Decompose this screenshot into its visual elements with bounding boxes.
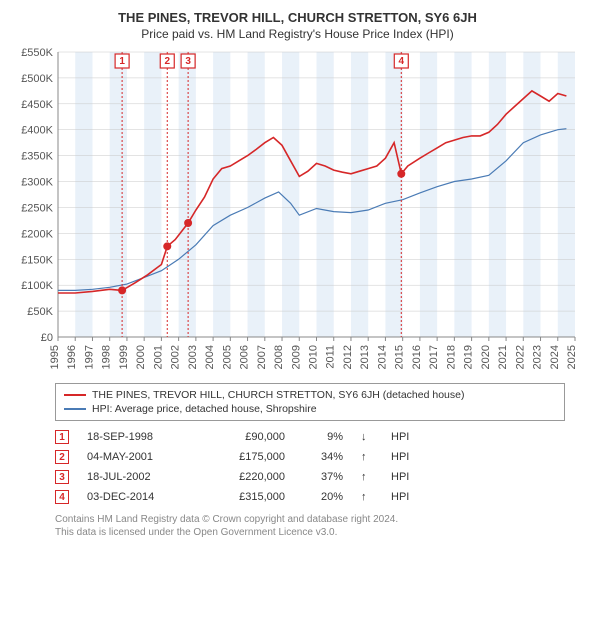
svg-text:2022: 2022 bbox=[514, 345, 526, 369]
legend-row-blue: HPI: Average price, detached house, Shro… bbox=[64, 402, 556, 416]
svg-text:1995: 1995 bbox=[49, 345, 61, 369]
footer-attribution: Contains HM Land Registry data © Crown c… bbox=[55, 513, 565, 539]
chart-title-line1: THE PINES, TREVOR HILL, CHURCH STRETTON,… bbox=[10, 10, 585, 25]
footer-line1: Contains HM Land Registry data © Crown c… bbox=[55, 513, 565, 526]
transaction-row: 1 18-SEP-1998 £90,000 9% ↓ HPI bbox=[55, 427, 565, 447]
svg-text:1996: 1996 bbox=[66, 345, 78, 369]
tx-hpi-tag: HPI bbox=[391, 491, 421, 503]
svg-text:1999: 1999 bbox=[118, 345, 130, 369]
svg-text:£100K: £100K bbox=[21, 280, 53, 292]
svg-text:2019: 2019 bbox=[463, 345, 475, 369]
svg-text:2020: 2020 bbox=[480, 345, 492, 369]
svg-text:2: 2 bbox=[164, 56, 170, 67]
svg-text:2001: 2001 bbox=[152, 345, 164, 369]
tx-price: £90,000 bbox=[205, 431, 285, 443]
tx-pct: 34% bbox=[303, 451, 343, 463]
arrow-icon: ↓ bbox=[361, 431, 373, 443]
tx-price: £315,000 bbox=[205, 491, 285, 503]
svg-text:4: 4 bbox=[399, 56, 405, 67]
svg-text:£500K: £500K bbox=[21, 73, 53, 85]
footer-line2: This data is licensed under the Open Gov… bbox=[55, 526, 565, 539]
svg-text:£550K: £550K bbox=[21, 47, 53, 59]
svg-text:1997: 1997 bbox=[83, 345, 95, 369]
tx-hpi-tag: HPI bbox=[391, 431, 421, 443]
svg-text:2002: 2002 bbox=[170, 345, 182, 369]
svg-text:2016: 2016 bbox=[411, 345, 423, 369]
svg-text:2013: 2013 bbox=[359, 345, 371, 369]
transaction-row: 3 18-JUL-2002 £220,000 37% ↑ HPI bbox=[55, 467, 565, 487]
arrow-icon: ↑ bbox=[361, 491, 373, 503]
chart-container: £0 £50K £100K £150K £200K £250K £300K £350K £400… bbox=[10, 47, 585, 377]
chart-title-block: THE PINES, TREVOR HILL, CHURCH STRETTON,… bbox=[10, 10, 585, 41]
tx-price: £220,000 bbox=[205, 471, 285, 483]
legend: THE PINES, TREVOR HILL, CHURCH STRETTON,… bbox=[55, 383, 565, 421]
svg-text:1998: 1998 bbox=[101, 345, 113, 369]
marker-box-icon: 3 bbox=[55, 470, 69, 484]
svg-text:2021: 2021 bbox=[497, 345, 509, 369]
svg-text:£450K: £450K bbox=[21, 99, 53, 111]
tx-pct: 9% bbox=[303, 431, 343, 443]
svg-text:2004: 2004 bbox=[204, 345, 216, 369]
tx-hpi-tag: HPI bbox=[391, 451, 421, 463]
arrow-icon: ↑ bbox=[361, 451, 373, 463]
svg-text:£400K: £400K bbox=[21, 125, 53, 137]
svg-text:2010: 2010 bbox=[308, 345, 320, 369]
legend-label-blue: HPI: Average price, detached house, Shro… bbox=[92, 403, 317, 415]
chart-title-line2: Price paid vs. HM Land Registry's House … bbox=[10, 27, 585, 41]
svg-text:2008: 2008 bbox=[273, 345, 285, 369]
tx-date: 04-MAY-2001 bbox=[87, 451, 187, 463]
transaction-row: 2 04-MAY-2001 £175,000 34% ↑ HPI bbox=[55, 447, 565, 467]
legend-row-red: THE PINES, TREVOR HILL, CHURCH STRETTON,… bbox=[64, 388, 556, 402]
svg-text:2023: 2023 bbox=[532, 345, 544, 369]
transaction-row: 4 03-DEC-2014 £315,000 20% ↑ HPI bbox=[55, 487, 565, 507]
marker-box-icon: 4 bbox=[55, 490, 69, 504]
svg-text:£150K: £150K bbox=[21, 254, 53, 266]
legend-label-red: THE PINES, TREVOR HILL, CHURCH STRETTON,… bbox=[92, 389, 464, 401]
tx-date: 03-DEC-2014 bbox=[87, 491, 187, 503]
svg-text:2007: 2007 bbox=[256, 345, 268, 369]
tx-date: 18-SEP-1998 bbox=[87, 431, 187, 443]
svg-text:2000: 2000 bbox=[135, 345, 147, 369]
legend-swatch-blue bbox=[64, 408, 86, 410]
svg-text:2024: 2024 bbox=[549, 345, 561, 369]
svg-text:2017: 2017 bbox=[428, 345, 440, 369]
svg-text:£0: £0 bbox=[41, 332, 53, 344]
svg-text:2005: 2005 bbox=[221, 345, 233, 369]
marker-box-icon: 1 bbox=[55, 430, 69, 444]
svg-text:2006: 2006 bbox=[239, 345, 251, 369]
tx-pct: 37% bbox=[303, 471, 343, 483]
legend-swatch-red bbox=[64, 394, 86, 396]
tx-date: 18-JUL-2002 bbox=[87, 471, 187, 483]
svg-text:2018: 2018 bbox=[445, 345, 457, 369]
svg-text:2025: 2025 bbox=[566, 345, 578, 369]
svg-text:2012: 2012 bbox=[342, 345, 354, 369]
svg-text:£300K: £300K bbox=[21, 177, 53, 189]
marker-box-icon: 2 bbox=[55, 450, 69, 464]
price-chart: £0 £50K £100K £150K £200K £250K £300K £350K £400… bbox=[10, 47, 585, 377]
svg-text:1: 1 bbox=[119, 56, 125, 67]
svg-text:£250K: £250K bbox=[21, 202, 53, 214]
tx-pct: 20% bbox=[303, 491, 343, 503]
svg-text:2003: 2003 bbox=[187, 345, 199, 369]
svg-text:£200K: £200K bbox=[21, 228, 53, 240]
transaction-table: 1 18-SEP-1998 £90,000 9% ↓ HPI 2 04-MAY-2001 £17… bbox=[55, 427, 565, 507]
svg-text:2009: 2009 bbox=[290, 345, 302, 369]
tx-hpi-tag: HPI bbox=[391, 471, 421, 483]
arrow-icon: ↑ bbox=[361, 471, 373, 483]
svg-text:£50K: £50K bbox=[27, 306, 53, 318]
svg-text:£350K: £350K bbox=[21, 151, 53, 163]
svg-text:2011: 2011 bbox=[325, 345, 337, 369]
svg-text:2015: 2015 bbox=[394, 345, 406, 369]
svg-text:3: 3 bbox=[185, 56, 191, 67]
tx-price: £175,000 bbox=[205, 451, 285, 463]
svg-text:2014: 2014 bbox=[376, 345, 388, 369]
